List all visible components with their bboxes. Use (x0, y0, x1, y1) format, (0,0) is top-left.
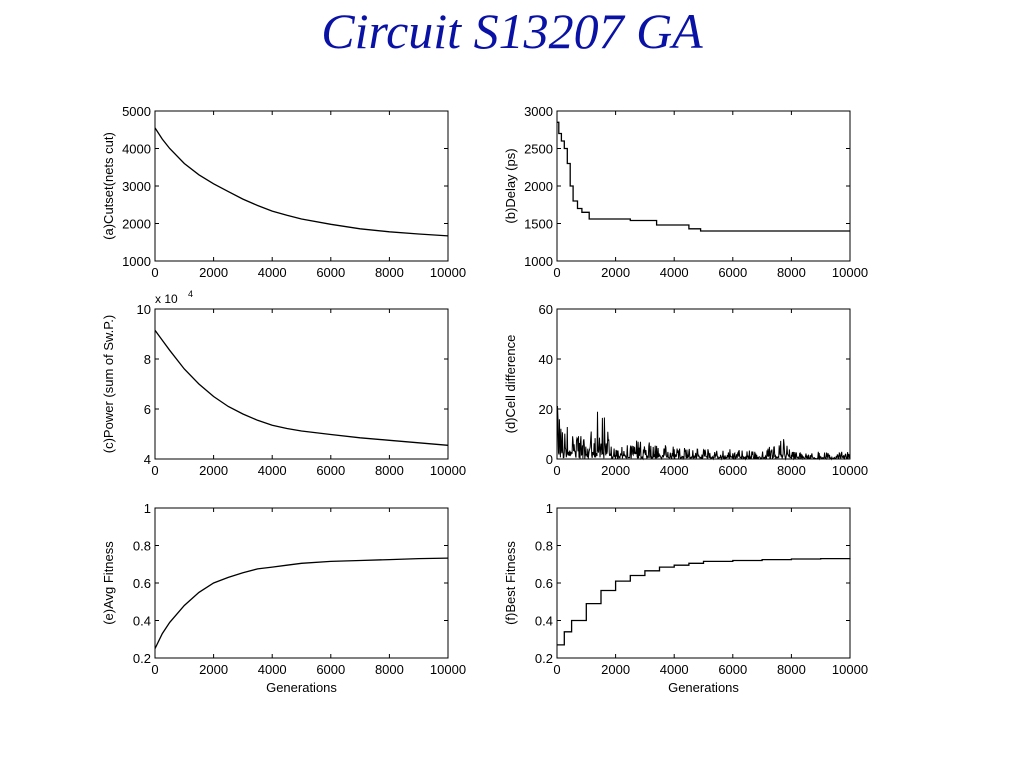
plot-frame (154, 308, 449, 460)
y-tick-label: 1000 (122, 254, 151, 269)
plot-frame (154, 507, 449, 659)
x-tick-label: 8000 (777, 662, 806, 677)
x-tick-label: 2000 (199, 265, 228, 280)
x-tick-label: 8000 (777, 265, 806, 280)
y-tick-label: 1 (546, 501, 553, 516)
y-tick-label: 4 (144, 452, 151, 467)
x-tick-label: 0 (151, 662, 158, 677)
plot-c: 0 2000 4000 6000 8000 10000 4 6 8 10 (c)Power (sum… (101, 289, 466, 478)
y-tick-label: 0.6 (133, 576, 151, 591)
x-tick-label: 2000 (199, 463, 228, 478)
x-tick-label: 6000 (316, 463, 345, 478)
series-line (557, 557, 851, 646)
x-tick-label: 10000 (430, 463, 466, 478)
plot-a: 0 2000 4000 6000 8000 10000 1000 2000 3000 4000 50… (101, 104, 466, 280)
x-tick-label: 6000 (718, 662, 747, 677)
y-axis-label: (c)Power (sum of Sw.P.) (101, 315, 116, 453)
y-tick-label: 3000 (524, 104, 553, 119)
y-axis-label: (d)Cell difference (503, 335, 518, 434)
x-tick-label: 6000 (316, 265, 345, 280)
y-tick-label: 0.2 (535, 651, 553, 666)
y-tick-label: 0.4 (133, 614, 151, 629)
plot-e: 0 2000 4000 6000 8000 10000 0.2 0.4 0.6 0.8 1 (e)Av… (101, 501, 466, 695)
y-tick-label: 60 (539, 302, 553, 317)
y-tick-label: 1500 (524, 217, 553, 232)
x-tick-label: 2000 (601, 265, 630, 280)
x-tick-label: 6000 (316, 662, 345, 677)
y-tick-label: 8 (144, 352, 151, 367)
series-line (557, 121, 850, 232)
y-tick-label: 2000 (122, 217, 151, 232)
y-tick-label: 1000 (524, 254, 553, 269)
y-axis-label: (b)Delay (ps) (503, 148, 518, 223)
y-tick-label: 2500 (524, 142, 553, 157)
x-tick-label: 0 (151, 463, 158, 478)
x-tick-label: 2000 (601, 662, 630, 677)
y-tick-label: 2000 (524, 179, 553, 194)
y-axis-label: (a)Cutset(nets cut) (101, 132, 116, 240)
series-line (556, 405, 851, 461)
x-tick-label: 0 (553, 265, 560, 280)
x-tick-label: 8000 (375, 463, 404, 478)
x-tick-label: 10000 (430, 662, 466, 677)
y-tick-label: 6 (144, 402, 151, 417)
x-tick-label: 0 (553, 463, 560, 478)
y-exponent-power: 4 (188, 289, 193, 299)
series-line (154, 127, 449, 237)
plot-d: 0 2000 4000 6000 8000 10000 0 20 40 60 (d)Cell dif… (503, 302, 868, 478)
y-tick-label: 1 (144, 501, 151, 516)
y-tick-label: 0.8 (535, 539, 553, 554)
y-tick-label: 3000 (122, 179, 151, 194)
y-exponent-label: x 10 (155, 292, 178, 306)
series-line (154, 557, 449, 649)
y-tick-label: 0.2 (133, 651, 151, 666)
y-tick-label: 5000 (122, 104, 151, 119)
x-tick-label: 8000 (375, 662, 404, 677)
x-tick-label: 8000 (777, 463, 806, 478)
x-tick-label: 8000 (375, 265, 404, 280)
x-tick-label: 4000 (258, 662, 287, 677)
plot-f: 0 2000 4000 6000 8000 10000 0.2 0.4 0.6 0.8 1 (f)Be… (503, 501, 868, 695)
x-tick-label: 2000 (199, 662, 228, 677)
series-line (154, 329, 449, 446)
y-tick-label: 20 (539, 402, 553, 417)
plot-b: 0 2000 4000 6000 8000 10000 1000 1500 2000 2500 30… (503, 104, 868, 280)
x-tick-label: 4000 (660, 662, 689, 677)
x-tick-label: 10000 (832, 265, 868, 280)
y-tick-label: 0.6 (535, 576, 553, 591)
y-tick-label: 4000 (122, 142, 151, 157)
y-axis-label: (f)Best Fitness (503, 541, 518, 625)
x-tick-label: 2000 (601, 463, 630, 478)
x-tick-label: 4000 (660, 463, 689, 478)
x-axis-label: Generations (668, 680, 739, 695)
x-tick-label: 0 (553, 662, 560, 677)
x-tick-label: 10000 (430, 265, 466, 280)
x-tick-label: 6000 (718, 463, 747, 478)
x-tick-label: 10000 (832, 662, 868, 677)
x-tick-label: 4000 (660, 265, 689, 280)
x-tick-label: 0 (151, 265, 158, 280)
slide-title: Circuit S13207 GA (321, 3, 703, 59)
plot-frame (154, 110, 449, 262)
x-tick-label: 10000 (832, 463, 868, 478)
y-axis-label: (e)Avg Fitness (101, 541, 116, 625)
x-tick-label: 4000 (258, 463, 287, 478)
y-tick-label: 0.4 (535, 614, 553, 629)
y-tick-label: 0 (546, 452, 553, 467)
y-tick-label: 0.8 (133, 539, 151, 554)
y-tick-label: 40 (539, 352, 553, 367)
x-tick-label: 4000 (258, 265, 287, 280)
y-tick-label: 10 (137, 302, 151, 317)
x-tick-label: 6000 (718, 265, 747, 280)
plot-frame (556, 308, 851, 460)
plot-frame (556, 507, 851, 659)
plot-frame (556, 110, 851, 262)
x-axis-label: Generations (266, 680, 337, 695)
